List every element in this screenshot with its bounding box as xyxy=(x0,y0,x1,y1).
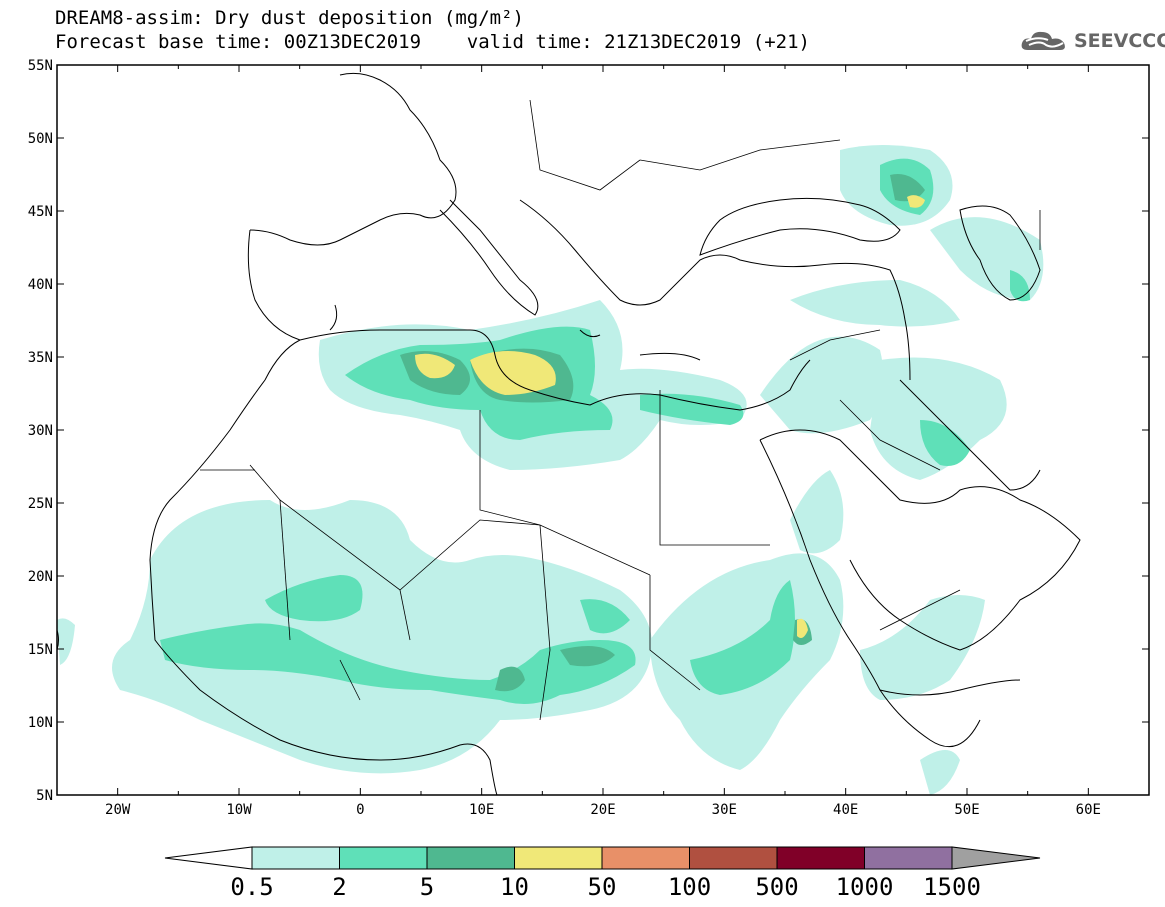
map-title: DREAM8-assim: Dry dust deposition (mg/m²… xyxy=(55,7,524,29)
lon-tick-label: 20E xyxy=(590,802,615,818)
colorbar-label: 10 xyxy=(500,873,529,901)
lon-tick-label: 50E xyxy=(954,802,979,818)
colorbar-high-arrow xyxy=(951,846,1041,870)
colorbar-segment xyxy=(864,846,953,870)
lat-tick-label: 15N xyxy=(28,642,53,658)
lat-tick-label: 25N xyxy=(28,496,53,512)
lon-tick-label: 10E xyxy=(469,802,494,818)
lon-tick-label: 30E xyxy=(712,802,737,818)
colorbar-segment xyxy=(426,846,515,870)
colorbar-segment xyxy=(776,846,865,870)
lon-tick-label: 60E xyxy=(1076,802,1101,818)
colorbar-label: 5 xyxy=(420,873,434,901)
colorbar-label: 2 xyxy=(332,873,346,901)
colorbar-label: 0.5 xyxy=(230,873,273,901)
colorbar-low-arrow xyxy=(164,846,253,870)
colorbar-label: 100 xyxy=(668,873,711,901)
colorbar-label: 1500 xyxy=(923,873,981,901)
lat-tick-label: 10N xyxy=(28,715,53,731)
colorbar-label: 50 xyxy=(588,873,617,901)
latitude-axis: 55N 50N 45N 40N 35N 30N 25N 20N 15N 10N 5N xyxy=(28,58,1149,804)
colorbar-label: 500 xyxy=(755,873,798,901)
lat-tick-label: 40N xyxy=(28,277,53,293)
level-10-shading xyxy=(415,195,925,638)
colorbar-segment xyxy=(601,846,690,870)
colorbar: 0.5 2 5 10 50 100 500 1000 1500 xyxy=(164,846,1041,901)
colorbar-segment xyxy=(514,846,603,870)
lon-tick-label: 20W xyxy=(105,802,131,818)
country-borders xyxy=(200,99,1041,721)
lat-tick-label: 45N xyxy=(28,204,53,220)
lat-tick-label: 55N xyxy=(28,58,53,74)
forecast-time-line: Forecast base time: 00Z13DEC2019 valid t… xyxy=(55,31,810,53)
lon-tick-label: 0 xyxy=(356,802,364,818)
longitude-axis: 20W 10W 0 10E 20E 30E 40E 50E 60E xyxy=(56,65,1150,818)
colorbar-segment xyxy=(251,846,340,870)
lat-tick-label: 50N xyxy=(28,131,53,147)
colorbar-segment xyxy=(339,846,428,870)
lat-tick-label: 5N xyxy=(36,788,53,804)
level-0-5-shading xyxy=(57,145,1044,795)
cloud-icon xyxy=(1021,31,1065,50)
colorbar-label: 1000 xyxy=(836,873,894,901)
coastlines xyxy=(56,72,1081,796)
lat-tick-label: 30N xyxy=(28,423,53,439)
lon-tick-label: 10W xyxy=(226,802,252,818)
logo-text: SEEVCCC xyxy=(1074,30,1165,52)
lat-tick-label: 35N xyxy=(28,350,53,366)
colorbar-segment xyxy=(689,846,778,870)
deposition-field xyxy=(57,145,1044,795)
lon-tick-label: 40E xyxy=(833,802,858,818)
lat-tick-label: 20N xyxy=(28,569,53,585)
seevccc-logo: SEEVCCC xyxy=(1020,28,1165,54)
